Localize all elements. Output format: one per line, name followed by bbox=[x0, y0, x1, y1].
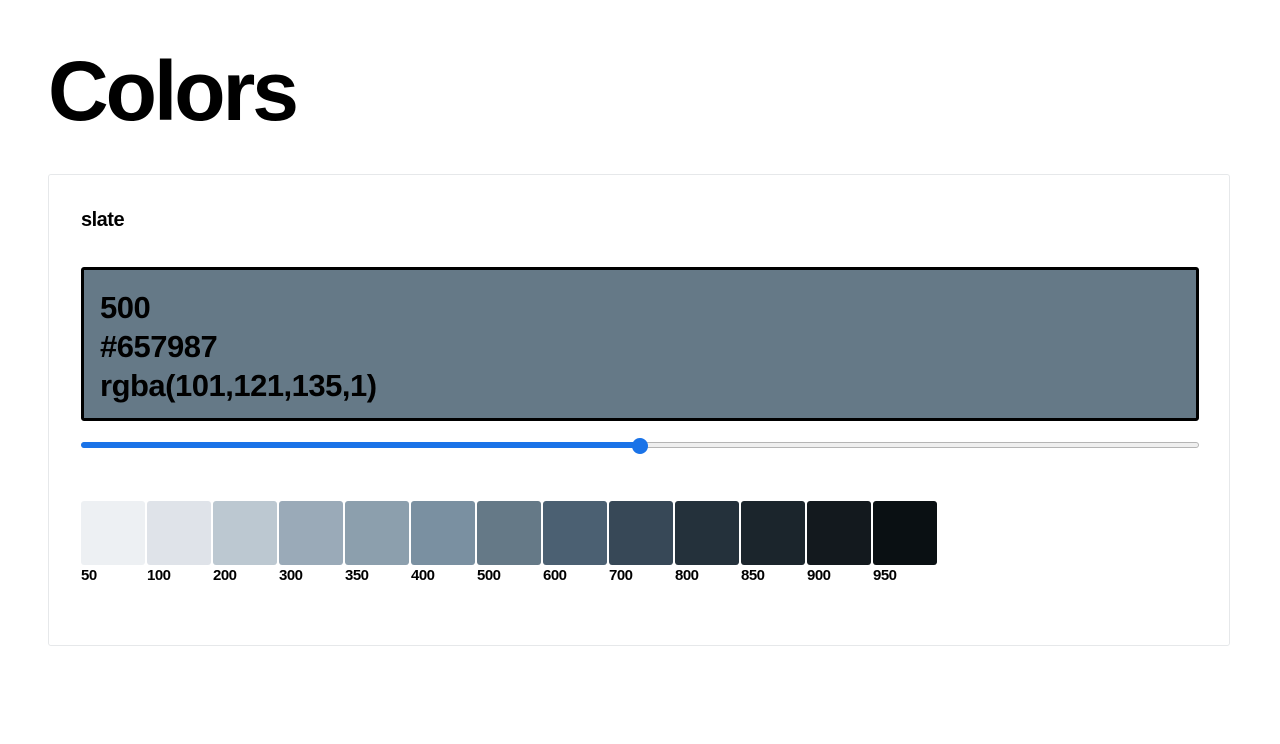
swatch-label: 700 bbox=[609, 567, 633, 584]
swatch-color[interactable] bbox=[741, 501, 805, 565]
swatch-color[interactable] bbox=[543, 501, 607, 565]
swatch-800[interactable]: 800 bbox=[675, 501, 739, 585]
swatch-label: 300 bbox=[279, 567, 303, 584]
swatch-color[interactable] bbox=[675, 501, 739, 565]
swatch-label: 400 bbox=[411, 567, 435, 584]
swatch-color[interactable] bbox=[213, 501, 277, 565]
swatch-label: 850 bbox=[741, 567, 765, 584]
palette-name: slate bbox=[81, 209, 125, 231]
swatch-color[interactable] bbox=[873, 501, 937, 565]
slider-fill bbox=[81, 442, 640, 448]
preview-hex: #657987 bbox=[100, 329, 218, 364]
swatch-350[interactable]: 350 bbox=[345, 501, 409, 585]
swatch-label: 900 bbox=[807, 567, 831, 584]
swatch-label: 350 bbox=[345, 567, 369, 584]
swatch-label: 500 bbox=[477, 567, 501, 584]
swatch-label: 800 bbox=[675, 567, 699, 584]
preview-rgba: rgba(101,121,135,1) bbox=[100, 368, 377, 403]
palette-card: slate 500 #657987 rgba(101,121,135,1) 50… bbox=[48, 174, 1230, 646]
swatch-500[interactable]: 500 bbox=[477, 501, 541, 585]
swatch-950[interactable]: 950 bbox=[873, 501, 937, 585]
swatch-color[interactable] bbox=[345, 501, 409, 565]
swatch-200[interactable]: 200 bbox=[213, 501, 277, 585]
swatch-label: 950 bbox=[873, 567, 897, 584]
swatch-color[interactable] bbox=[609, 501, 673, 565]
swatch-100[interactable]: 100 bbox=[147, 501, 211, 585]
preview-shade: 500 bbox=[100, 290, 151, 325]
page-title: Colors bbox=[48, 44, 299, 138]
swatch-label: 100 bbox=[147, 567, 171, 584]
swatch-color[interactable] bbox=[81, 501, 145, 565]
swatch-700[interactable]: 700 bbox=[609, 501, 673, 585]
swatch-400[interactable]: 400 bbox=[411, 501, 475, 585]
swatch-300[interactable]: 300 bbox=[279, 501, 343, 585]
swatch-color[interactable] bbox=[807, 501, 871, 565]
swatch-label: 200 bbox=[213, 567, 237, 584]
swatch-900[interactable]: 900 bbox=[807, 501, 871, 585]
swatch-color[interactable] bbox=[147, 501, 211, 565]
slider-thumb[interactable] bbox=[632, 438, 648, 454]
swatch-color[interactable] bbox=[279, 501, 343, 565]
swatch-850[interactable]: 850 bbox=[741, 501, 805, 585]
color-preview: 500 #657987 rgba(101,121,135,1) bbox=[81, 267, 1199, 421]
swatch-color[interactable] bbox=[477, 501, 541, 565]
swatch-list: 50 100 200 300 350 400 500 600 700 800 850 900 950 bbox=[81, 501, 939, 585]
swatch-600[interactable]: 600 bbox=[543, 501, 607, 585]
swatch-50[interactable]: 50 bbox=[81, 501, 145, 585]
swatch-label: 50 bbox=[81, 567, 97, 584]
swatch-label: 600 bbox=[543, 567, 567, 584]
swatch-color[interactable] bbox=[411, 501, 475, 565]
shade-slider[interactable] bbox=[81, 437, 1199, 455]
